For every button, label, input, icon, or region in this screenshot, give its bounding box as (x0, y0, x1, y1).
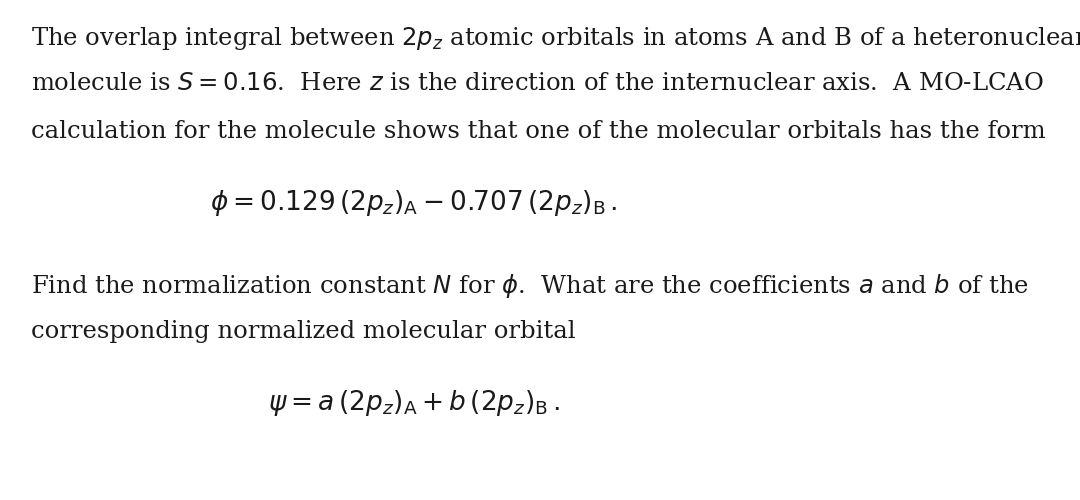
Text: $\psi = a\,(2p_z)_{\mathrm{A}} + b\,(2p_z)_{\mathrm{B}}\,.$: $\psi = a\,(2p_z)_{\mathrm{A}} + b\,(2p_… (268, 388, 561, 418)
Text: $\phi = 0.129\,(2p_z)_{\mathrm{A}} - 0.707\,(2p_z)_{\mathrm{B}}\,.$: $\phi = 0.129\,(2p_z)_{\mathrm{A}} - 0.7… (211, 188, 618, 218)
Text: calculation for the molecule shows that one of the molecular orbitals has the fo: calculation for the molecule shows that … (31, 120, 1047, 143)
Text: Find the normalization constant $N$ for $\phi$.  What are the coefficients $a$ a: Find the normalization constant $N$ for … (31, 272, 1029, 300)
Text: corresponding normalized molecular orbital: corresponding normalized molecular orbit… (31, 320, 576, 343)
Text: molecule is $S = 0.16$.  Here $z$ is the direction of the internuclear axis.  A : molecule is $S = 0.16$. Here $z$ is the … (31, 72, 1044, 96)
Text: The overlap integral between $2p_z$ atomic orbitals in atoms A and B of a hetero: The overlap integral between $2p_z$ atom… (31, 25, 1080, 52)
